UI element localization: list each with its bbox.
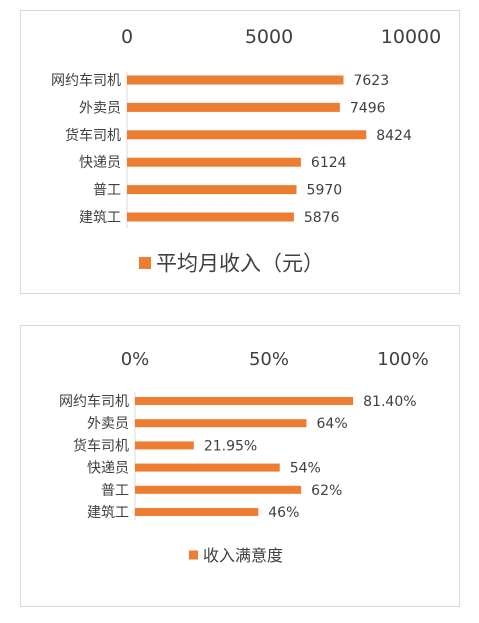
chart-satisfaction: 0% 50% 100% 网约车司机 81.40% 外卖员 64% 货车司机 21.95% 快递员 5… — [20, 325, 460, 607]
income-category-label-5: 建筑工 — [79, 210, 121, 226]
income-bar-3 — [127, 157, 301, 167]
chart-income: 0 5000 10000 网约车司机 7623 外卖员 7496 货车司机 8424 快递员 612… — [20, 10, 460, 294]
satisfaction-category-label-1: 外卖员 — [87, 416, 129, 432]
satisfaction-legend-swatch — [189, 550, 198, 560]
satisfaction-tick-label-1: 50% — [249, 349, 289, 370]
income-data-label-2: 8424 — [376, 128, 412, 144]
satisfaction-data-label-2: 21.95% — [204, 438, 257, 454]
income-tick-label-0: 0 — [121, 26, 133, 48]
income-category-label-4: 普工 — [93, 183, 121, 199]
satisfaction-data-label-1: 64% — [317, 416, 348, 432]
satisfaction-bar-1 — [135, 419, 307, 428]
satisfaction-data-label-5: 46% — [268, 505, 299, 521]
satisfaction-category-label-3: 快递员 — [87, 461, 129, 477]
satisfaction-bar-4 — [135, 485, 302, 494]
income-tick-label-1: 5000 — [245, 26, 293, 48]
satisfaction-category-label-2: 货车司机 — [73, 437, 129, 454]
income-data-label-5: 5876 — [304, 210, 340, 226]
income-category-label-0: 网约车司机 — [51, 72, 121, 89]
satisfaction-data-label-4: 62% — [311, 483, 342, 499]
income-tick-label-2: 10000 — [381, 26, 441, 48]
income-category-label-2: 货车司机 — [65, 127, 121, 144]
satisfaction-data-label-0: 81.40% — [363, 394, 416, 410]
income-legend-label: 平均月收入（元） — [156, 252, 324, 276]
satisfaction-bar-3 — [135, 463, 280, 472]
chart-income-svg: 0 5000 10000 网约车司机 7623 外卖员 7496 货车司机 8424 快递员 612… — [51, 26, 441, 276]
satisfaction-bar-0 — [135, 397, 354, 405]
income-category-label-3: 快递员 — [79, 155, 121, 171]
income-data-label-3: 6124 — [311, 155, 347, 171]
income-category-label-1: 外卖员 — [79, 100, 121, 116]
satisfaction-data-label-3: 54% — [290, 461, 321, 477]
income-data-label-4: 5970 — [307, 183, 343, 199]
satisfaction-tick-label-2: 100% — [377, 349, 428, 370]
satisfaction-category-label-4: 普工 — [101, 483, 129, 499]
income-data-label-1: 7496 — [350, 100, 386, 116]
satisfaction-bar-5 — [135, 508, 259, 516]
income-bar-4 — [127, 185, 297, 195]
satisfaction-category-label-5: 建筑工 — [87, 505, 129, 521]
satisfaction-bar-2 — [135, 441, 194, 450]
satisfaction-legend-label: 收入满意度 — [203, 546, 283, 565]
income-bar-2 — [127, 130, 367, 140]
income-bar-1 — [127, 102, 340, 112]
income-bar-5 — [127, 212, 294, 222]
income-bar-0 — [127, 75, 344, 85]
satisfaction-tick-label-0: 0% — [121, 349, 150, 370]
satisfaction-category-label-0: 网约车司机 — [59, 393, 129, 410]
income-legend-swatch — [139, 257, 151, 269]
chart-satisfaction-svg: 0% 50% 100% 网约车司机 81.40% 外卖员 64% 货车司机 21.95% 快递员 5… — [59, 349, 429, 565]
income-data-label-0: 7623 — [353, 73, 389, 89]
